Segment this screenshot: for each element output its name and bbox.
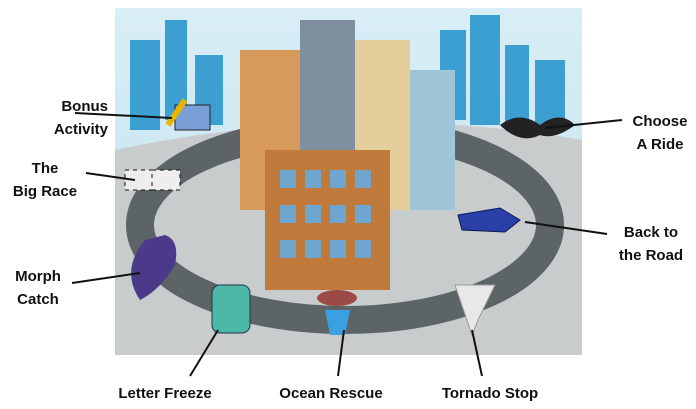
- label-line: A Ride: [637, 136, 684, 153]
- label-line: Letter Freeze: [118, 385, 211, 402]
- label[interactable]: Bonus Activity: [54, 98, 109, 138]
- label-line: Big Race: [13, 183, 77, 200]
- city-center: [240, 20, 455, 290]
- bonus-icon[interactable]: [165, 98, 211, 131]
- label-line: Back to: [624, 224, 678, 241]
- race-flags-icon[interactable]: [124, 169, 181, 191]
- label-line: Bonus: [61, 98, 108, 115]
- label-line: Activity: [54, 121, 109, 138]
- label[interactable]: Morph Catch: [15, 268, 61, 308]
- leader-lines: [71, 112, 623, 377]
- scene: [115, 8, 582, 355]
- label[interactable]: Tornado Stop: [442, 385, 538, 402]
- letter-freeze-icon[interactable]: [211, 284, 251, 334]
- bats-icon[interactable]: [500, 117, 575, 139]
- ocean-rescue-icon[interactable]: [317, 290, 357, 335]
- label-line: Morph: [15, 268, 61, 285]
- label[interactable]: Ocean Rescue: [279, 385, 382, 402]
- label[interactable]: The Big Race: [13, 160, 77, 200]
- label-line: the Road: [619, 247, 683, 264]
- car-icon[interactable]: [457, 207, 521, 233]
- label-line: Catch: [17, 291, 59, 308]
- label[interactable]: Back to the Road: [619, 224, 683, 264]
- labels: Bonus Activity The Big Race Morph Catch Let…: [13, 98, 688, 402]
- label-line: The: [32, 160, 59, 177]
- label-line: Ocean Rescue: [279, 385, 382, 402]
- label-line: Tornado Stop: [442, 385, 538, 402]
- label[interactable]: Letter Freeze: [118, 385, 211, 402]
- label[interactable]: Choose A Ride: [632, 113, 687, 153]
- label-line: Choose: [632, 113, 687, 130]
- butterfly-icon[interactable]: [131, 235, 177, 300]
- tornado-icon[interactable]: [454, 284, 496, 337]
